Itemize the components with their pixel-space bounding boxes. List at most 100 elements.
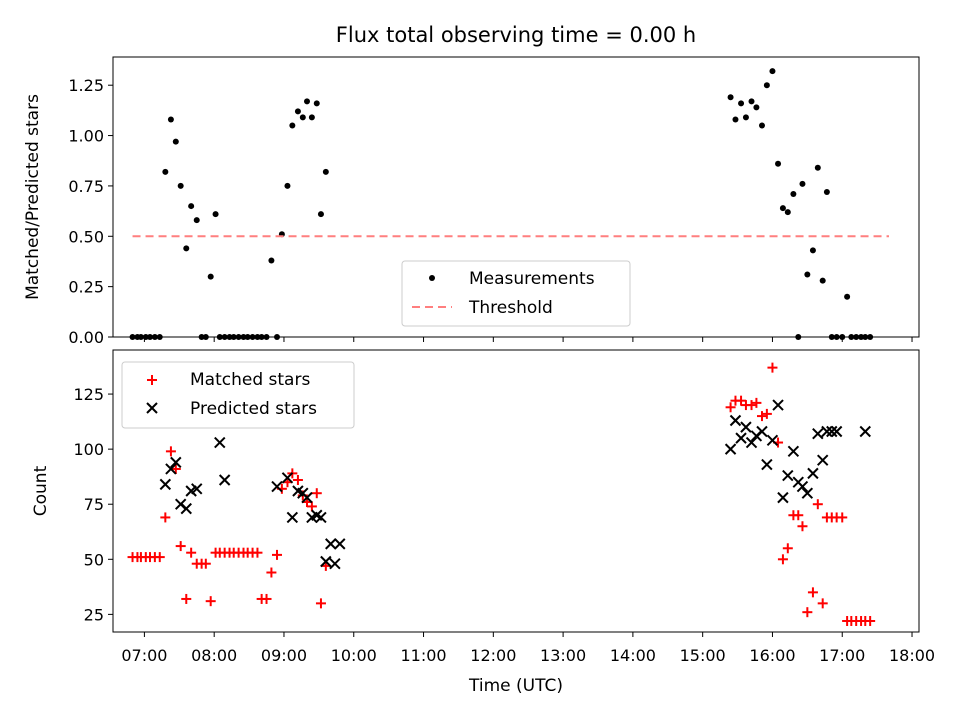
matched-star-point [777,554,788,565]
measurement-point [202,334,209,340]
predicted-star-point [796,480,809,493]
matched-star-point [837,512,848,523]
predicted-star-point [180,502,192,515]
matched-star-point [797,521,808,532]
predicted-star-point [735,432,747,444]
legend-bottom: Matched stars Predicted stars [121,361,355,429]
x-tick-label: 10:00 [331,646,377,665]
x-tick-label: 07:00 [121,646,167,665]
matched-star-point [756,411,767,422]
bottom-panel: 25 50 75 100 125 07:00 08:00 09:00 10:00 11:00 12:… [31,349,935,696]
measurement-point [258,334,265,340]
measurement-point [844,293,851,300]
matched-star-point [315,598,326,609]
legend-label-matched: Matched stars [190,370,310,390]
matched-star-point [261,593,272,604]
matched-star-point [175,541,186,552]
matched-star-point [165,446,176,457]
matched-star-point [170,463,181,474]
measurement-point [769,68,776,75]
measurement-point [758,122,765,129]
matched-star-point [205,596,216,607]
predicted-star-point [170,456,182,469]
measurement-point [779,205,786,212]
measurement-point [853,334,860,340]
matched-star-point [812,499,823,510]
y-tick-label: 0.75 [68,177,104,196]
predicted-star-point [334,538,346,550]
legend-marker-measurements [429,275,435,281]
matched-star-point [736,395,747,406]
measurement-point [814,164,821,171]
y-tick-label: 50 [84,550,104,569]
matched-star-point [746,400,757,411]
matched-star-point [802,607,813,618]
x-tick-label: 14:00 [610,646,656,665]
matched-star-point [793,510,804,521]
measurement-point [819,277,826,284]
predicted-star-point [218,474,231,486]
matched-star-point [154,552,165,563]
y-axis-label: Count [31,465,51,516]
measurement-point [732,116,739,123]
plot-frame [112,349,920,633]
measurement-point [212,211,219,218]
predicted-star-point [165,463,177,475]
matched-star-point [807,587,818,598]
predicted-star-point [756,425,768,438]
measurement-point [167,116,174,123]
matched-star-point [160,512,171,523]
measurement-point [207,273,214,280]
predicted-star-point [782,469,794,482]
measurement-point [172,138,179,145]
measurement-point [198,334,205,340]
matched-star-point [306,501,317,512]
x-tick-label: 16:00 [749,646,795,665]
measurement-point [240,334,247,340]
predicted-star-point [777,491,789,504]
y-tick-label: 0.50 [68,227,104,246]
measurement-point [809,247,816,254]
measurement-point [753,104,760,111]
matched-star-point [782,543,793,554]
predicted-star-point [772,399,784,411]
top-panel: 0.00 0.25 0.50 0.75 1.00 1.25 Matched/Predicte… [23,56,920,347]
measurement-point [226,334,233,340]
x-axis-label: Time (UTC) [468,676,563,696]
measurement-point [867,334,874,340]
measurement-point [303,98,310,105]
x-tick-label: 12:00 [470,646,516,665]
legend-label-measurements: Measurements [469,269,595,289]
measurement-point [763,82,770,89]
matched-star-point [725,402,736,413]
predicted-star-point [830,425,843,438]
measurement-point [263,334,270,340]
measurement-point [244,334,251,340]
y-tick-label: 0.25 [68,278,104,297]
predicted-star-point [787,445,800,458]
measurement-point [828,334,835,340]
x-tick-label: 17:00 [819,646,865,665]
x-tick-label: 15:00 [680,646,726,665]
predicted-star-point [740,421,752,433]
x-tick-label: 18:00 [889,646,935,665]
matched-star-point [865,615,876,626]
measurement-point [235,334,242,340]
figure-title: Flux total observing time = 0.00 h [336,23,696,47]
x-tick-label: 11:00 [400,646,446,665]
predicted-star-point [159,478,172,491]
measurement-point [221,334,228,340]
predicted-star-point [191,483,203,495]
y-tick-label: 125 [73,385,104,404]
y-tick-label: 1.00 [68,127,104,146]
predicted-star-point [745,436,758,449]
matched-star-point [311,488,322,499]
y-tick-label: 1.25 [68,76,104,95]
measurement-point [742,114,749,121]
measurement-point [137,334,144,340]
measurement-point [146,334,153,340]
matched-star-point [271,549,282,560]
predicted-star-point [329,557,341,570]
y-tick-label: 25 [84,605,104,624]
